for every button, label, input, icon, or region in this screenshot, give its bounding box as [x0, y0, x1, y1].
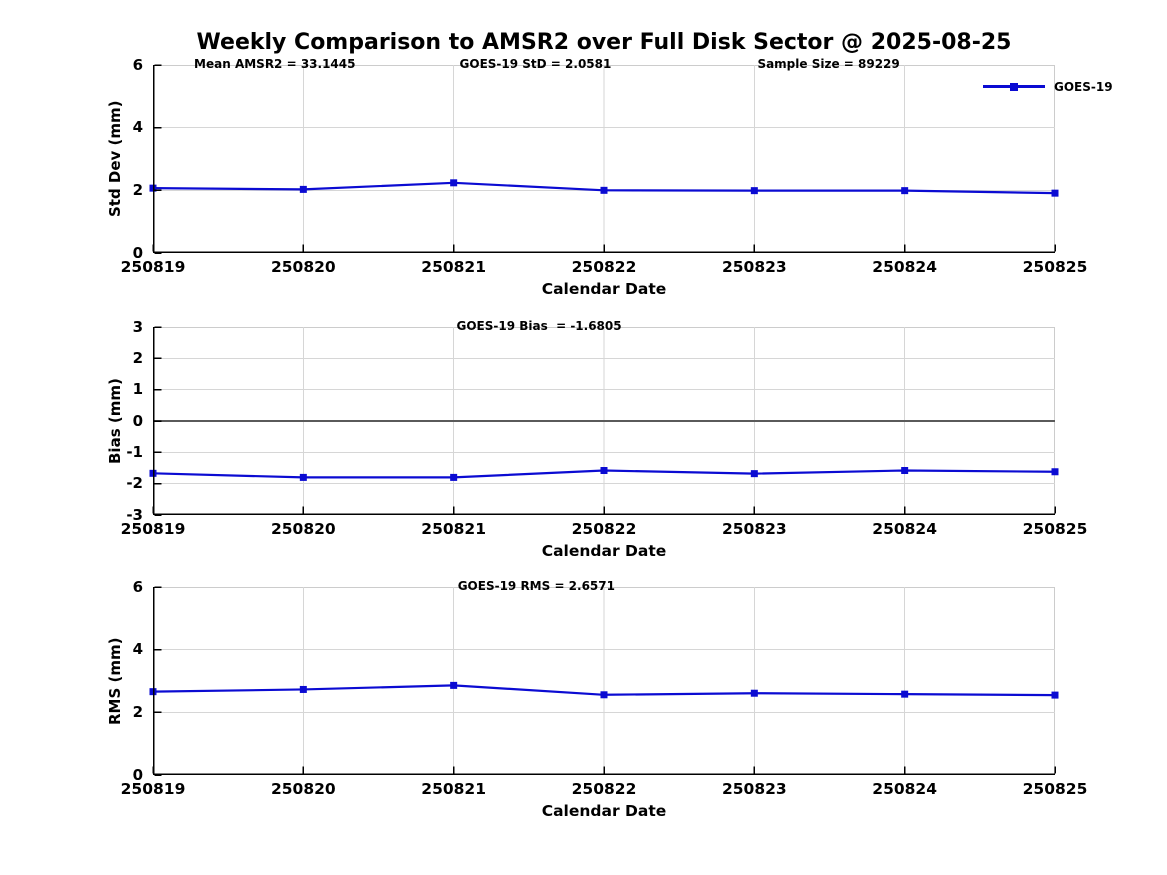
legend-label: GOES-19: [1054, 79, 1113, 94]
rms-data-marker: [750, 689, 758, 697]
stddev-data-marker: [299, 185, 307, 193]
bias-xtick-label: 250822: [571, 520, 637, 538]
stddev-xtick-label: 250821: [421, 258, 487, 276]
bias-ytick-label: 3: [132, 317, 143, 336]
rms-xtick-label: 250823: [721, 780, 787, 798]
rms-data-marker: [600, 691, 608, 699]
stddev-plot-area: 0 2 4 6 250819 250820 250821 250822 250823 250824…: [106, 56, 1113, 299]
rms-ytick-label: 6: [132, 577, 143, 596]
stddev-data-marker: [750, 187, 758, 195]
rms-data-marker: [1051, 691, 1059, 699]
bias-data-marker: [750, 470, 758, 478]
rms-xtick-label: 250825: [1022, 780, 1088, 798]
rms-xtick-label: 250820: [270, 780, 336, 798]
bias-xtick-label: 250819: [120, 520, 186, 538]
rms-plot-area: 0 2 4 6 250819 250820 250821 250822 250823 250824…: [106, 578, 1087, 821]
bias-chart: -3 -2 -1 0 1 2 3 250819 250820 250821 250822 250823…: [106, 318, 1087, 561]
figure-title: Weekly Comparison to AMSR2 over Full Dis…: [196, 30, 1012, 55]
bias-plot-svg: [149, 326, 1059, 516]
stddev-y-axis-label: Std Dev (mm): [106, 100, 124, 218]
bias-data-marker: [1051, 468, 1059, 476]
bias-y-axis-label: Bias (mm): [106, 378, 124, 464]
bias-data-marker: [299, 473, 307, 481]
rms-data-marker: [450, 681, 458, 689]
stddev-plot-svg: [149, 64, 1059, 254]
stddev-xtick-label: 250822: [571, 258, 637, 276]
stddev-x-axis-label: Calendar Date: [541, 280, 667, 298]
rms-ytick-label: 0: [132, 765, 143, 784]
stddev-ytick-label: 0: [132, 243, 143, 262]
legend-line-sample: [983, 82, 1045, 91]
bias-data-marker: [901, 467, 909, 475]
stddev-xtick-label: 250824: [872, 258, 938, 276]
stddev-xtick-label: 250820: [270, 258, 336, 276]
bias-data-marker: [450, 473, 458, 481]
legend: GOES-19: [983, 78, 1113, 95]
rms-data-marker: [299, 685, 307, 693]
bias-x-axis-label: Calendar Date: [541, 542, 667, 560]
bias-ytick-label: 2: [132, 348, 143, 367]
rms-plot-svg: [149, 586, 1059, 776]
rms-x-axis-label: Calendar Date: [541, 802, 667, 820]
stddev-ytick-label: 6: [132, 55, 143, 74]
stddev-data-marker: [600, 186, 608, 194]
rms-xtick-label: 250821: [421, 780, 487, 798]
stddev-xtick-label: 250825: [1022, 258, 1088, 276]
rms-xtick-label: 250819: [120, 780, 186, 798]
stddev-xtick-label: 250823: [721, 258, 787, 276]
stddev-data-marker: [901, 187, 909, 195]
bias-plot-area: -3 -2 -1 0 1 2 3 250819 250820 250821 250822 250823…: [106, 318, 1087, 561]
legend-marker-sample: [1010, 82, 1018, 91]
bias-annotation: GOES-19 Bias = -1.6805: [456, 319, 622, 333]
bias-xtick-label: 250824: [872, 520, 938, 538]
bias-ytick-label: 0: [132, 411, 143, 430]
bias-xtick-label: 250821: [421, 520, 487, 538]
bias-xtick-label: 250823: [721, 520, 787, 538]
rms-ytick-label: 2: [132, 702, 143, 721]
rms-chart: 0 2 4 6 250819 250820 250821 250822 250823 250824…: [106, 578, 1087, 821]
stddev-annotation: Mean AMSR2 = 33.1445: [194, 57, 356, 71]
stddev-chart: 0 2 4 6 250819 250820 250821 250822 250823 250824…: [106, 56, 1113, 299]
stddev-ytick-label: 2: [132, 180, 143, 199]
stddev-data-marker: [1051, 189, 1059, 197]
rms-xtick-label: 250824: [872, 780, 938, 798]
stddev-annotation: GOES-19 StD = 2.0581: [459, 57, 612, 71]
bias-xtick-label: 250825: [1022, 520, 1088, 538]
bias-xtick-label: 250820: [270, 520, 336, 538]
rms-y-axis-label: RMS (mm): [106, 637, 124, 725]
bias-ytick-label: 1: [132, 380, 143, 399]
stddev-data-marker: [450, 179, 458, 187]
bias-ytick-label: -2: [126, 474, 143, 493]
stddev-xtick-label: 250819: [120, 258, 186, 276]
bias-ytick-label: -1: [126, 442, 143, 461]
stddev-annotation: Sample Size = 89229: [757, 57, 900, 71]
rms-xtick-label: 250822: [571, 780, 637, 798]
rms-data-marker: [901, 690, 909, 698]
bias-data-marker: [600, 467, 608, 475]
bias-ytick-label: -3: [126, 505, 143, 524]
rms-ytick-label: 4: [132, 640, 143, 659]
stddev-ytick-label: 4: [132, 118, 143, 137]
rms-annotation: GOES-19 RMS = 2.6571: [457, 579, 615, 593]
